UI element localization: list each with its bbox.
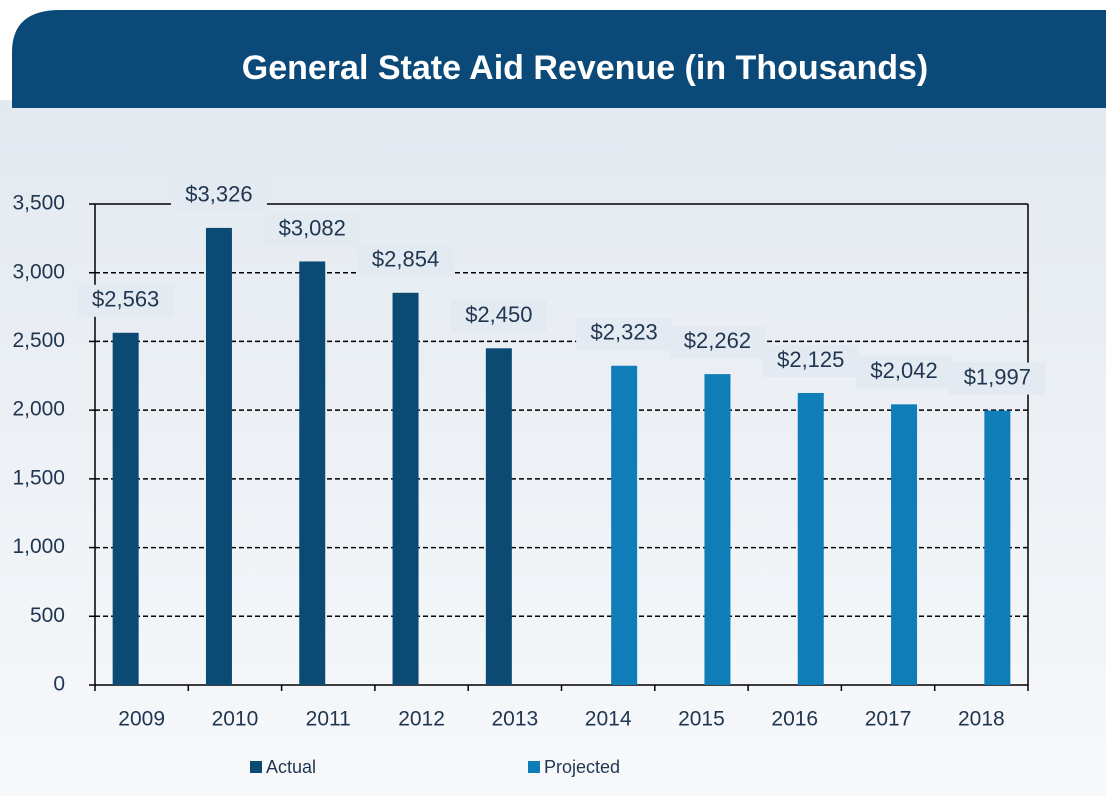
value-label: $3,326 <box>185 182 252 207</box>
x-tick-label: 2015 <box>678 708 725 731</box>
y-tick-label: 500 <box>30 604 65 627</box>
value-label-bg <box>77 284 174 317</box>
y-tick-label: 3,500 <box>12 192 65 215</box>
background <box>0 100 1106 796</box>
y-tick-label: 1,500 <box>12 466 65 489</box>
value-label-bg <box>949 362 1046 395</box>
bar <box>797 392 824 685</box>
value-label-bg <box>669 326 766 359</box>
value-label: $2,042 <box>870 358 937 383</box>
value-label: $2,854 <box>372 247 439 272</box>
bar <box>485 348 512 685</box>
x-tick-label: 2017 <box>865 708 912 731</box>
legend-swatch <box>250 761 262 773</box>
bar <box>392 292 419 685</box>
x-tick-label: 2014 <box>585 708 632 731</box>
chart-title: General State Aid Revenue (in Thousands) <box>242 49 928 87</box>
bar <box>891 404 918 685</box>
value-label: $2,563 <box>92 287 159 312</box>
x-tick-label: 2010 <box>212 708 259 731</box>
value-label-bg <box>856 356 953 389</box>
bar <box>611 365 638 685</box>
bar <box>205 227 232 685</box>
value-label-bg <box>170 179 267 212</box>
legend-label: Projected <box>544 757 620 777</box>
x-tick-label: 2013 <box>491 708 538 731</box>
legend-label: Actual <box>266 757 316 777</box>
bar <box>112 332 139 685</box>
x-tick-label: 2011 <box>306 708 351 731</box>
header-band <box>12 10 1106 108</box>
value-label-bg <box>762 344 859 377</box>
value-label: $1,997 <box>964 364 1031 389</box>
bar <box>984 410 1011 685</box>
y-tick-label: 1,000 <box>12 535 65 558</box>
bar <box>299 261 326 685</box>
x-tick-label: 2009 <box>118 708 165 731</box>
x-tick-label: 2012 <box>398 708 445 731</box>
bar <box>704 374 731 685</box>
value-label: $2,323 <box>591 320 658 345</box>
x-tick-label: 2016 <box>771 708 818 731</box>
value-label: $2,125 <box>777 347 844 372</box>
value-label-bg <box>264 213 361 246</box>
value-label: $3,082 <box>279 215 346 240</box>
y-tick-label: 3,000 <box>12 260 65 283</box>
legend-swatch <box>528 761 540 773</box>
value-label-bg <box>576 317 673 350</box>
y-tick-label: 0 <box>53 673 65 696</box>
value-label: $2,262 <box>684 328 751 353</box>
x-tick-label: 2018 <box>958 708 1005 731</box>
y-tick-label: 2,000 <box>12 398 65 421</box>
value-label-bg <box>450 300 547 333</box>
y-tick-label: 2,500 <box>12 329 65 352</box>
value-label-bg <box>357 244 454 277</box>
value-label: $2,450 <box>465 302 532 327</box>
